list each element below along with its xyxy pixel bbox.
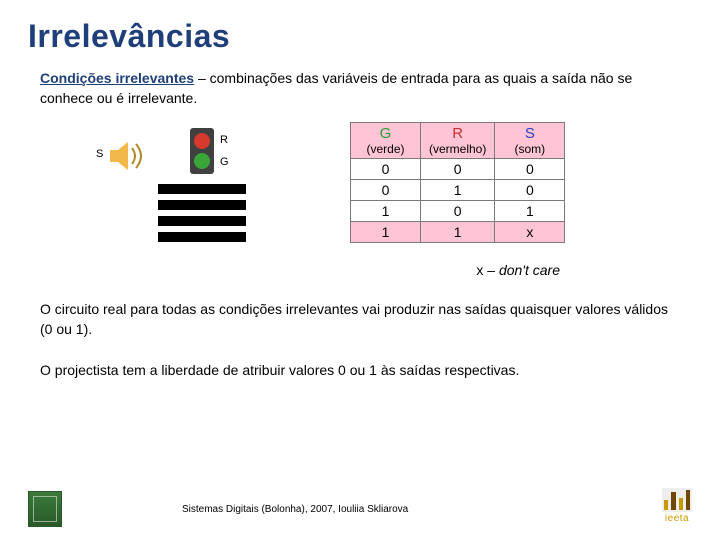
paragraph-2: O projectista tem a liberdade de atribui…	[40, 361, 680, 381]
table-cell: 0	[421, 201, 495, 222]
ieeta-logo: ieeta	[662, 488, 692, 524]
crosswalk-icon	[158, 184, 246, 248]
table-header-cell: R(vermelho)	[421, 123, 495, 159]
table-cell: 0	[351, 180, 421, 201]
table-cell: 0	[421, 159, 495, 180]
table-header-cell: G(verde)	[351, 123, 421, 159]
label-g: G	[220, 156, 229, 168]
dont-care-dash: –	[483, 262, 499, 278]
circuit-diagram: S R G	[90, 122, 290, 252]
definition-term: Condições irrelevantes	[40, 70, 194, 86]
red-light	[194, 133, 210, 149]
slide-body: Condições irrelevantes – combinações das…	[0, 55, 720, 381]
dont-care-note: x – don't care	[40, 262, 680, 278]
table-cell: x	[495, 222, 565, 243]
table-row: 101	[351, 201, 565, 222]
footer-text: Sistemas Digitais (Bolonha), 2007, Iouli…	[182, 504, 408, 515]
slide-title: Irrelevâncias	[0, 0, 720, 55]
table-row: 11x	[351, 222, 565, 243]
label-s: S	[96, 148, 103, 160]
green-light	[194, 153, 210, 169]
label-r: R	[220, 134, 228, 146]
truth-table: G(verde)R(vermelho)S(som) 00001010111x	[350, 122, 565, 243]
table-header-row: G(verde)R(vermelho)S(som)	[351, 123, 565, 159]
table-cell: 1	[421, 222, 495, 243]
speaker-icon	[108, 136, 148, 176]
table-cell: 1	[495, 201, 565, 222]
paragraph-1: O circuito real para todas as condições …	[40, 300, 680, 339]
table-cell: 0	[495, 180, 565, 201]
definition-paragraph: Condições irrelevantes – combinações das…	[40, 69, 680, 108]
traffic-light-icon	[190, 128, 214, 174]
table-header-cell: S(som)	[495, 123, 565, 159]
table-row: 000	[351, 159, 565, 180]
dont-care-text: don't care	[499, 262, 560, 278]
table-row: 010	[351, 180, 565, 201]
table-cell: 1	[421, 180, 495, 201]
ieeta-text: ieeta	[662, 513, 692, 524]
table-cell: 1	[351, 201, 421, 222]
table-cell: 0	[351, 159, 421, 180]
table-cell: 0	[495, 159, 565, 180]
footer: Sistemas Digitais (Bolonha), 2007, Iouli…	[0, 488, 720, 530]
table-cell: 1	[351, 222, 421, 243]
university-logo	[28, 491, 62, 527]
figure-row: S R G G(verde)R(vermelho)S(som) 0	[40, 122, 680, 252]
